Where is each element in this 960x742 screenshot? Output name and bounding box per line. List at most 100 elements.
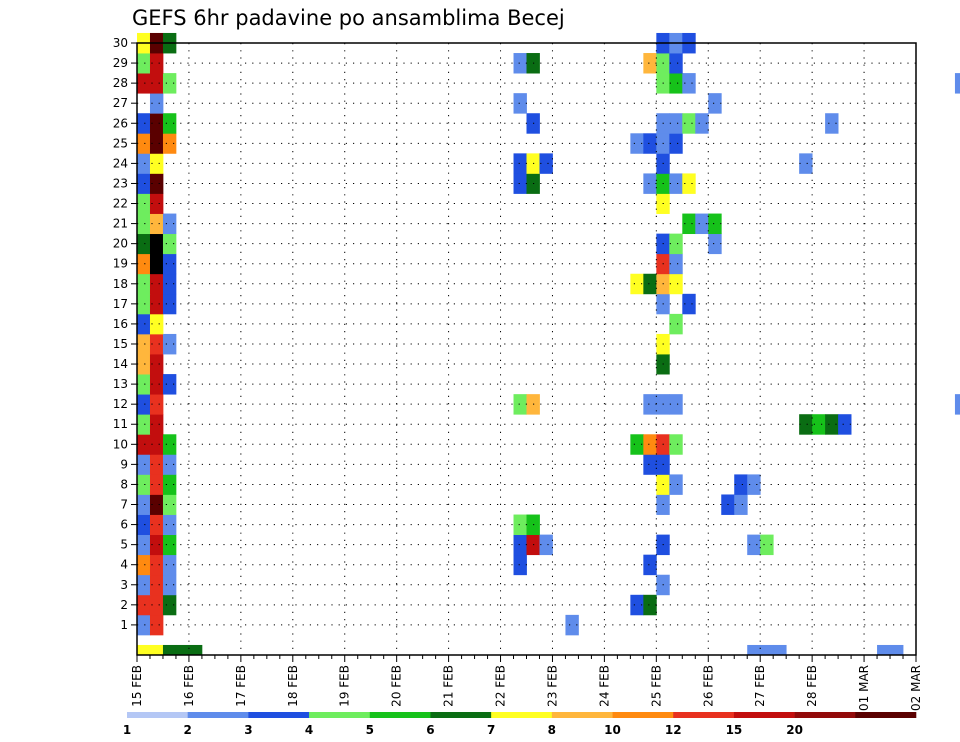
- y-tick-label: 3: [120, 578, 128, 592]
- heatmap-cell: [734, 494, 748, 515]
- heatmap-cell: [149, 534, 164, 556]
- x-axis: 15 FEB 16 FEB 17 FEB 18 FEB 19 FEB 20 FEB 21 F…: [130, 655, 923, 711]
- heatmap-cell: [695, 113, 709, 134]
- colorbar-swatch: [369, 712, 431, 718]
- colorbar-label: 1: [123, 723, 131, 737]
- y-tick-label: 25: [113, 136, 128, 150]
- y-tick-label: 20: [113, 237, 128, 251]
- y-tick-label: 29: [113, 56, 128, 70]
- heatmap-cell: [137, 644, 151, 656]
- heatmap-cell: [149, 53, 164, 74]
- colorbar-label: 20: [786, 723, 803, 737]
- heatmap-cell: [149, 434, 164, 455]
- heatmap-cell: [799, 153, 813, 174]
- heatmap-cell: [513, 173, 527, 194]
- x-tick-label: 22 FEB: [494, 665, 508, 707]
- heatmap-cell: [643, 53, 657, 74]
- heatmap-cell: [137, 333, 151, 355]
- heatmap-cell: [747, 474, 761, 495]
- x-tick-label: 28 FEB: [805, 665, 819, 707]
- colorbar-swatch: [248, 712, 310, 718]
- y-tick-label: 10: [113, 437, 128, 451]
- heatmap-cell: [162, 374, 177, 395]
- heatmap-cell: [682, 173, 696, 194]
- heatmap-cell: [669, 313, 683, 335]
- y-tick-label: 26: [113, 116, 128, 130]
- heatmap-cell: [149, 293, 164, 315]
- heatmap-cell: [162, 474, 177, 495]
- heatmap-cell: [162, 253, 177, 275]
- heatmap-cell: [149, 474, 164, 495]
- y-tick-label: 12: [113, 397, 128, 411]
- heatmap-cell: [669, 434, 683, 455]
- heatmap-cell: [137, 594, 151, 616]
- y-tick-label: 27: [113, 96, 128, 110]
- heatmap-cell: [162, 554, 177, 576]
- heatmap-cell: [643, 554, 657, 576]
- x-tick-label: 20 FEB: [390, 665, 404, 707]
- y-tick-label: 4: [120, 558, 128, 572]
- x-tick-label: 24 FEB: [597, 665, 611, 707]
- colorbar-label: 7: [487, 723, 495, 737]
- heatmap-cell: [149, 374, 164, 395]
- heatmap-cell: [513, 93, 527, 114]
- heatmap-cell: [149, 514, 164, 536]
- heatmap-cell: [669, 474, 683, 495]
- x-tick-label: 17 FEB: [234, 665, 248, 707]
- y-tick-label: 15: [113, 337, 128, 351]
- heatmap-cell: [149, 133, 164, 154]
- x-tick-label: 01 MAR: [857, 665, 871, 711]
- heatmap-cell: [137, 394, 151, 415]
- colorbar-swatch: [309, 712, 371, 718]
- y-tick-label: 24: [113, 156, 128, 170]
- x-tick-label: 26 FEB: [701, 665, 715, 707]
- y-tick-label: 23: [113, 176, 128, 190]
- colorbar-swatch: [187, 712, 249, 718]
- heatmap-cell: [162, 293, 177, 315]
- heatmap-cells: [137, 32, 960, 656]
- heatmap-cell: [149, 113, 164, 134]
- heatmap-cell: [838, 414, 852, 435]
- colorbar-swatch: [551, 712, 613, 718]
- heatmap-cell: [630, 594, 644, 616]
- colorbar-label: 6: [426, 723, 434, 737]
- heatmap-cell: [137, 414, 151, 435]
- x-tick-label: 25 FEB: [649, 665, 663, 707]
- heatmap-cell: [137, 153, 151, 174]
- heatmap-cell: [799, 414, 813, 435]
- heatmap-cell: [162, 113, 177, 134]
- colorbar-label: 15: [726, 723, 743, 737]
- heatmap-cell: [669, 133, 683, 154]
- heatmap-cell: [149, 273, 164, 295]
- x-tick-label: 21 FEB: [442, 665, 456, 707]
- heatmap-cell: [149, 594, 164, 616]
- colorbar-label: 5: [366, 723, 374, 737]
- y-tick-label: 9: [120, 457, 128, 471]
- x-tick-label: 23 FEB: [545, 665, 559, 707]
- y-tick-label: 17: [113, 297, 128, 311]
- heatmap-cell: [149, 73, 164, 94]
- colorbar-label: 12: [665, 723, 682, 737]
- colorbar-swatch: [127, 712, 188, 718]
- colorbar-swatch: [430, 712, 492, 718]
- heatmap-cell: [760, 534, 774, 556]
- heatmap-cell: [773, 644, 787, 656]
- heatmap-cell: [513, 554, 527, 576]
- heatmap-cell: [137, 374, 151, 395]
- heatmap-cell: [695, 213, 709, 235]
- y-tick-label: 8: [120, 477, 128, 491]
- heatmap-cell: [149, 454, 164, 475]
- y-tick-label: 11: [113, 417, 128, 431]
- y-tick-label: 22: [113, 197, 128, 211]
- heatmap-cell: [162, 133, 177, 154]
- heatmap-cell: [539, 534, 553, 556]
- colorbar-label: 4: [305, 723, 313, 737]
- heatmap-cell: [643, 434, 657, 455]
- heatmap-cell: [513, 534, 527, 556]
- heatmap-cell: [137, 133, 151, 154]
- heatmap-cell: [643, 594, 657, 616]
- heatmap-cell: [162, 333, 177, 355]
- heatmap-cell: [149, 193, 164, 214]
- colorbar-swatch: [673, 712, 735, 718]
